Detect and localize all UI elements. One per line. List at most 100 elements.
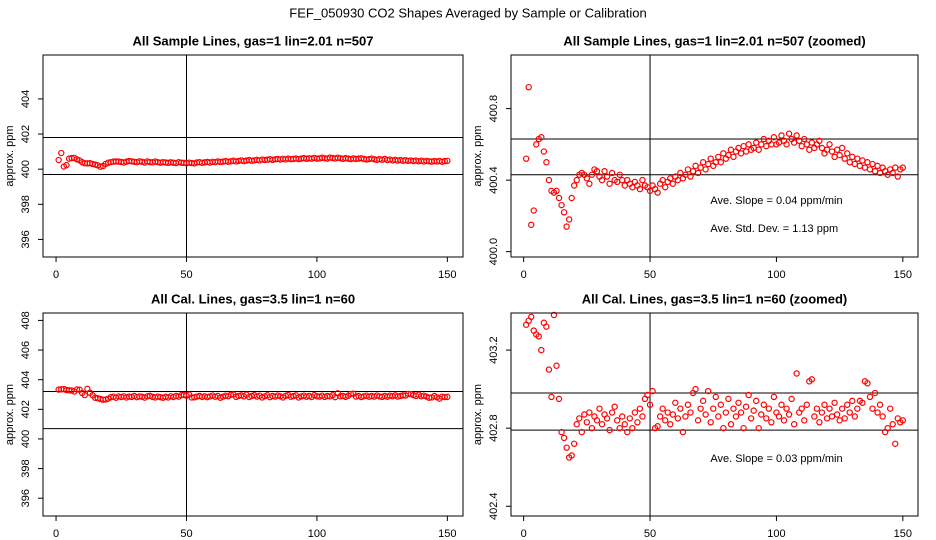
point — [533, 141, 540, 148]
point — [844, 150, 851, 157]
point — [775, 413, 783, 420]
point — [578, 428, 585, 436]
point — [555, 194, 563, 202]
y-tick-label: 402 — [20, 400, 32, 418]
point — [588, 424, 596, 432]
point — [864, 159, 871, 166]
point — [707, 419, 714, 426]
point — [699, 159, 707, 166]
point — [793, 132, 800, 139]
point — [783, 405, 790, 412]
y-tick-label: 404 — [20, 90, 32, 108]
y-tick-label: 400.4 — [488, 166, 500, 194]
point — [793, 370, 800, 377]
point — [596, 405, 603, 412]
point — [560, 209, 568, 216]
y-tick-label: 400.8 — [488, 95, 500, 123]
point — [659, 405, 666, 412]
point — [899, 417, 907, 424]
point — [692, 162, 699, 170]
point — [790, 421, 798, 428]
point — [816, 419, 823, 426]
point — [763, 415, 770, 422]
point — [573, 176, 580, 184]
point — [667, 421, 674, 428]
x-tick-label: 0 — [53, 269, 59, 281]
point — [730, 153, 737, 161]
point — [687, 409, 694, 416]
point — [704, 160, 712, 168]
point — [619, 176, 626, 184]
point — [732, 413, 740, 420]
y-tick-label: 400 — [20, 160, 32, 178]
x-tick-label: 50 — [644, 269, 656, 281]
point — [808, 376, 816, 383]
y-tick-label: 398 — [20, 459, 32, 477]
point — [821, 401, 828, 408]
point — [785, 130, 793, 137]
point — [702, 411, 709, 418]
point — [816, 137, 823, 145]
y-tick-label: 404 — [20, 370, 32, 388]
point — [97, 163, 104, 170]
point — [593, 167, 601, 175]
figure-title: FEF_050930 CO2 Shapes Averaged by Sample… — [289, 5, 646, 20]
y-tick-label: 396 — [20, 230, 32, 248]
point — [720, 424, 727, 432]
point — [801, 417, 808, 424]
panel-title: All Sample Lines, gas=1 lin=2.01 n=507 (… — [563, 33, 865, 48]
point — [755, 146, 762, 153]
point — [626, 415, 634, 422]
point — [441, 393, 448, 401]
point — [879, 413, 886, 420]
point — [565, 216, 573, 223]
point — [629, 424, 636, 432]
point — [444, 393, 451, 401]
point — [866, 166, 874, 173]
point — [811, 413, 818, 420]
point — [871, 167, 879, 175]
x-tick-label: 50 — [644, 528, 656, 540]
y-tick-label: 406 — [20, 341, 32, 359]
point — [522, 155, 530, 162]
point — [619, 413, 626, 420]
point — [808, 139, 816, 146]
point — [530, 207, 537, 214]
point — [568, 452, 575, 459]
point — [831, 153, 838, 161]
x-tick-label: 0 — [521, 269, 527, 281]
point — [869, 160, 876, 168]
point — [654, 189, 661, 196]
point — [806, 146, 813, 153]
point — [704, 387, 712, 395]
point — [838, 144, 846, 152]
point — [601, 167, 608, 175]
point — [682, 413, 689, 420]
point — [528, 221, 535, 229]
point — [828, 148, 836, 155]
point — [687, 173, 694, 180]
point — [677, 405, 684, 412]
y-axis-label: approx. ppm — [4, 125, 16, 186]
point — [563, 444, 570, 451]
point — [861, 164, 869, 171]
point — [745, 391, 752, 399]
plot-box — [42, 54, 464, 258]
point — [63, 161, 70, 169]
point — [798, 142, 805, 150]
point — [227, 391, 235, 398]
point — [846, 159, 853, 166]
point — [606, 180, 613, 187]
point — [662, 417, 669, 424]
point — [864, 380, 871, 387]
plot-box — [510, 54, 919, 258]
x-tick-label: 50 — [180, 269, 192, 281]
point — [649, 387, 656, 395]
point — [558, 428, 565, 436]
point — [823, 415, 831, 422]
point — [588, 171, 596, 178]
point — [646, 401, 654, 408]
point — [745, 141, 752, 148]
point — [598, 176, 606, 184]
